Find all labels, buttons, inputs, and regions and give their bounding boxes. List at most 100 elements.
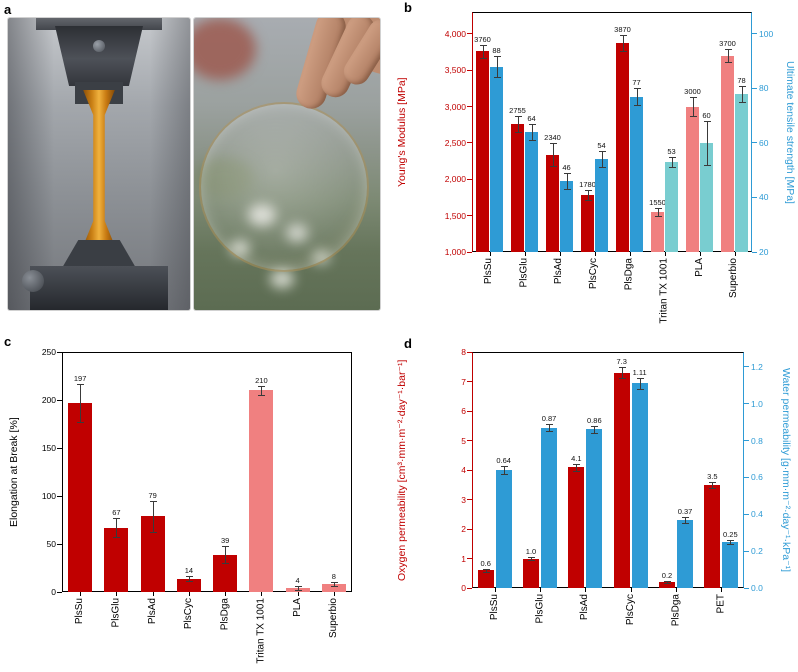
x-category-text: Superbio	[728, 258, 740, 299]
panel-label-d: d	[404, 336, 412, 351]
error-bar	[485, 568, 487, 573]
error-bar-cap	[294, 590, 302, 592]
x-tick-mark	[594, 252, 596, 256]
x-category-text: PET	[715, 594, 727, 614]
error-bar	[482, 44, 484, 58]
bar	[525, 132, 538, 252]
error-bar-cap	[618, 377, 626, 379]
error-bar	[706, 121, 708, 165]
error-bar	[552, 142, 554, 167]
y-tick-label: 5	[461, 435, 466, 446]
error-bar-cap	[689, 97, 697, 99]
x-tick-mark	[297, 592, 299, 596]
bar-value-label: 1.0	[525, 546, 537, 556]
bar	[659, 582, 675, 588]
y-tick-mark	[467, 351, 472, 353]
error-bar	[741, 85, 743, 102]
bar-value-label: 0.86	[587, 415, 602, 425]
error-bar	[496, 55, 498, 78]
x-category-text: PlsSu	[74, 598, 86, 625]
bar-value-label: 2755	[509, 106, 526, 116]
error-bar	[152, 500, 154, 532]
error-bar-cap	[113, 518, 121, 520]
y-tick-label: 250	[41, 347, 56, 357]
x-tick-mark	[721, 588, 723, 592]
y-tick-mark	[744, 587, 749, 589]
x-category-text: PlsCyc	[624, 594, 636, 626]
bar	[541, 427, 557, 588]
x-category-text: PlsCyc	[182, 598, 194, 630]
y-tick-label: 200	[41, 395, 56, 405]
error-bar-cap	[222, 545, 230, 547]
error-bar	[587, 190, 589, 201]
y-tick-mark	[467, 106, 472, 108]
bar	[490, 66, 503, 252]
error-bar	[566, 172, 568, 190]
x-tick-mark	[630, 588, 632, 592]
y-tick-label: 3	[461, 494, 466, 505]
left-axis-title: Young's Modulus [MPa]	[396, 77, 408, 187]
y-tick-mark	[744, 440, 749, 441]
y-tick-mark	[57, 351, 62, 353]
error-bar	[549, 423, 550, 432]
error-bar-cap	[738, 102, 746, 103]
bar	[511, 124, 524, 252]
error-bar-cap	[598, 167, 606, 169]
x-category-text: PlsAd	[553, 258, 565, 285]
error-bar-cap	[563, 189, 571, 191]
error-bar-cap	[185, 575, 193, 577]
y-tick-label: 0.0	[751, 583, 763, 593]
error-bar-cap	[528, 560, 535, 562]
error-bar-cap	[591, 425, 599, 427]
bar-value-label: 2340	[544, 132, 561, 142]
error-bar-cap	[703, 164, 711, 166]
bar	[495, 470, 512, 588]
error-bar	[333, 582, 335, 587]
error-bar	[188, 575, 190, 582]
y-tick-mark	[752, 142, 757, 144]
error-bar	[225, 545, 227, 564]
error-bar-cap	[528, 556, 535, 558]
bar-value-label: 0.25	[723, 530, 738, 540]
error-bar	[594, 425, 596, 434]
plot-area	[472, 352, 744, 588]
y-tick-mark	[467, 215, 472, 217]
bar-value-label: 53	[667, 146, 676, 156]
error-bar-cap	[493, 55, 501, 57]
error-bar-cap	[584, 190, 592, 192]
error-bar-cap	[546, 431, 553, 433]
bar	[735, 93, 748, 252]
error-bar-cap	[479, 57, 487, 59]
x-category-text: PLA	[291, 598, 303, 617]
dogbone-specimen	[83, 90, 115, 246]
error-bar-cap	[633, 88, 641, 90]
bar-value-label: 7.3	[616, 357, 627, 367]
grip-knob	[22, 270, 44, 292]
y-tick-label: 4,000	[444, 28, 466, 39]
error-bar-cap	[514, 116, 522, 118]
bar	[249, 390, 274, 592]
x-category-text: PlsSu	[488, 594, 500, 621]
y-tick-label: 20	[759, 247, 769, 257]
x-tick-mark	[152, 592, 154, 596]
panel-label-b: b	[404, 0, 412, 15]
error-bar	[576, 463, 578, 471]
right-axis-title: Water permeability [g·mm·m⁻²·day⁻¹·kPa⁻¹…	[780, 367, 792, 573]
bar	[523, 558, 539, 588]
error-bar	[639, 377, 641, 389]
y-tick-mark	[57, 591, 62, 593]
error-bar-cap	[633, 104, 641, 106]
error-bar	[671, 156, 673, 168]
bar	[68, 402, 93, 592]
error-bar-cap	[664, 581, 671, 583]
panel-a-photos	[8, 18, 380, 310]
error-bar-cap	[668, 167, 676, 169]
error-bar-cap	[738, 85, 746, 87]
x-tick-mark	[225, 592, 227, 596]
y-tick-mark	[57, 399, 62, 401]
y-tick-mark	[752, 251, 757, 253]
error-bar-cap	[77, 422, 85, 424]
bar-value-label: 3000	[684, 87, 701, 97]
bar-value-label: 39	[220, 535, 230, 545]
bar-value-label: 1550	[649, 197, 666, 207]
